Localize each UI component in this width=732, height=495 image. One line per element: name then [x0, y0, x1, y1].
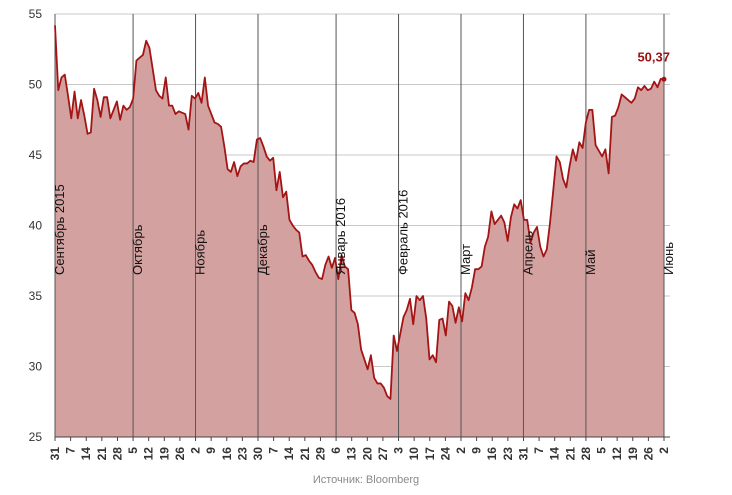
x-tick-label: 16: [220, 447, 234, 461]
y-tick-label: 40: [29, 219, 43, 233]
y-tick-label: 45: [29, 148, 43, 162]
y-tick-label: 35: [29, 289, 43, 303]
x-tick-label: 9: [470, 447, 484, 454]
x-tick-label: 21: [298, 447, 312, 461]
month-label: Январь 2016: [333, 198, 348, 275]
x-tick-label: 19: [157, 447, 171, 461]
x-tick-label: 20: [360, 447, 374, 461]
x-tick-label: 7: [267, 447, 281, 454]
y-tick-label: 55: [29, 7, 43, 21]
x-tick-label: 9: [204, 447, 218, 454]
last-value-label: 50,37: [637, 49, 670, 64]
price-line: [54, 25, 665, 400]
month-label: Декабрь: [255, 224, 270, 275]
x-tick-label: 14: [548, 447, 562, 461]
x-tick-label: 26: [173, 447, 187, 461]
x-tick-label: 5: [126, 447, 140, 454]
x-tick-label: 2: [454, 447, 468, 454]
x-tick-label: 31: [48, 447, 62, 461]
month-label: Октябрь: [130, 224, 145, 275]
x-tick-label: 12: [142, 447, 156, 461]
area-fill: [55, 25, 664, 438]
y-tick-label: 50: [29, 78, 43, 92]
x-tick-label: 13: [345, 447, 359, 461]
month-label: Март: [458, 244, 473, 275]
x-tick-label: 23: [235, 447, 249, 461]
month-label: Сентябрь 2015: [52, 184, 67, 275]
x-tick-label: 6: [329, 447, 343, 454]
x-tick-label: 30: [251, 447, 265, 461]
x-tick-label: 2: [657, 447, 671, 454]
x-tick-label: 16: [485, 447, 499, 461]
x-tick-label: 2: [189, 447, 203, 454]
x-tick-label: 14: [79, 447, 93, 461]
x-tick-label: 23: [501, 447, 515, 461]
x-tick-label: 7: [532, 447, 546, 454]
last-value-dot: [661, 76, 667, 82]
month-label: Апрель: [520, 231, 535, 275]
x-tick-label: 29: [313, 447, 327, 461]
month-label: Февраль 2016: [396, 190, 411, 275]
source-caption: Источник: Bloomberg: [312, 474, 420, 486]
x-tick-label: 3: [392, 447, 406, 454]
x-tick-label: 14: [282, 447, 296, 461]
x-tick-label: 24: [438, 447, 452, 461]
x-tick-label: 21: [563, 447, 577, 461]
x-tick-label: 17: [423, 447, 437, 461]
x-tick-label: 28: [110, 447, 124, 461]
y-tick-label: 30: [29, 360, 43, 374]
x-tick-label: 21: [95, 447, 109, 461]
x-tick-label: 7: [64, 447, 78, 454]
y-tick-label: 25: [29, 430, 43, 444]
x-tick-label: 12: [610, 447, 624, 461]
x-tick-label: 19: [626, 447, 640, 461]
x-tick-label: 27: [376, 447, 390, 461]
x-tick-label: 10: [407, 447, 421, 461]
x-tick-label: 28: [579, 447, 593, 461]
month-label: Май: [583, 250, 598, 275]
x-tick-label: 26: [641, 447, 655, 461]
x-tick-label: 5: [595, 447, 609, 454]
x-tick-label: 31: [516, 447, 530, 461]
month-label: Ноябрь: [193, 230, 208, 275]
month-label: Июнь: [661, 242, 676, 275]
